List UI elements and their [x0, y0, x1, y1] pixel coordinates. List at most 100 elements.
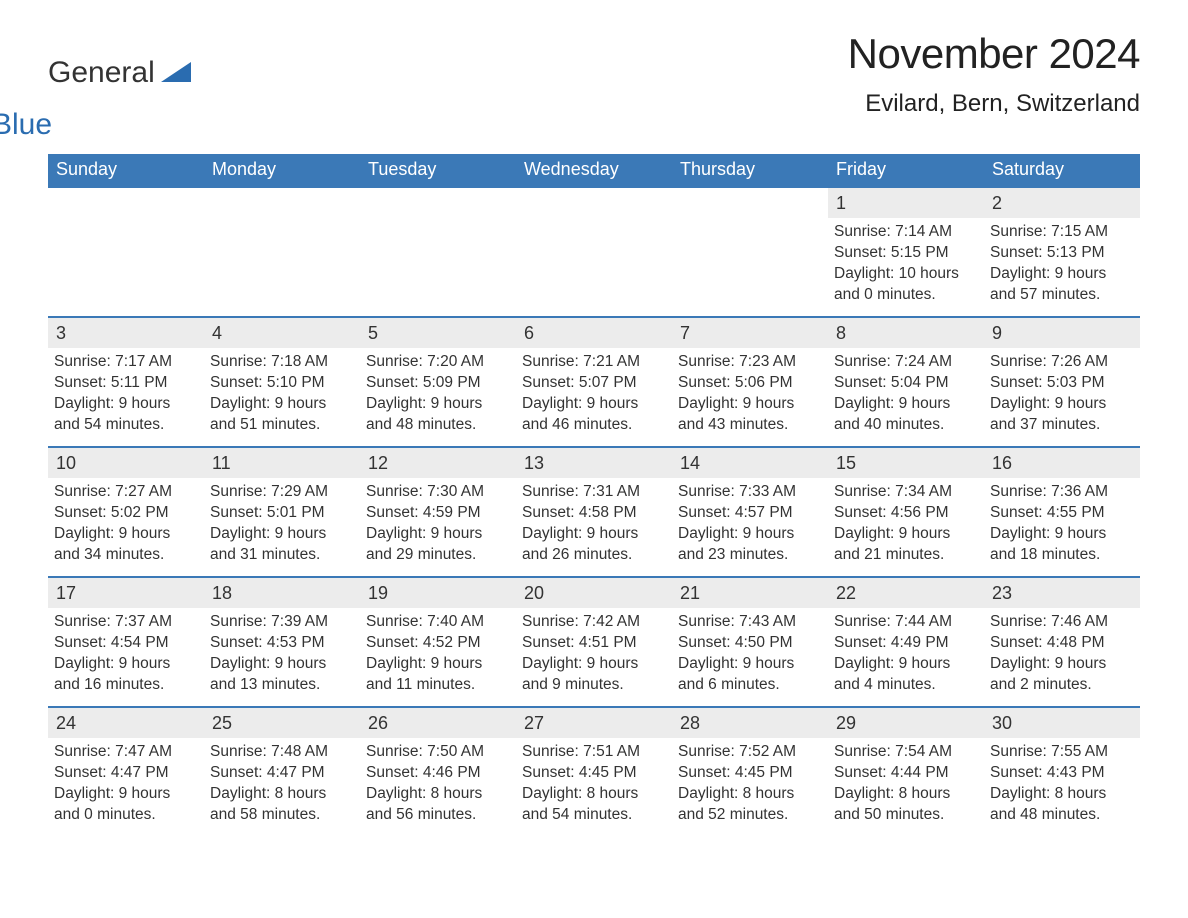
day-cell: 5Sunrise: 7:20 AMSunset: 5:09 PMDaylight… [360, 318, 516, 446]
daylight-line: and 51 minutes. [210, 415, 354, 436]
day-number: 18 [204, 578, 360, 608]
day-cell-empty [516, 188, 672, 316]
day-number: 24 [48, 708, 204, 738]
daylight-line: and 26 minutes. [522, 545, 666, 566]
daylight-line: Daylight: 9 hours [990, 264, 1134, 285]
day-number: 2 [984, 188, 1140, 218]
daylight-line: and 52 minutes. [678, 805, 822, 826]
daylight-line: Daylight: 9 hours [54, 524, 198, 545]
day-cell: 8Sunrise: 7:24 AMSunset: 5:04 PMDaylight… [828, 318, 984, 446]
day-cell: 13Sunrise: 7:31 AMSunset: 4:58 PMDayligh… [516, 448, 672, 576]
daylight-line: Daylight: 9 hours [366, 654, 510, 675]
daylight-line: and 0 minutes. [834, 285, 978, 306]
sunrise-line: Sunrise: 7:31 AM [522, 482, 666, 503]
daylight-line: and 9 minutes. [522, 675, 666, 696]
day-number: 28 [672, 708, 828, 738]
day-number: 3 [48, 318, 204, 348]
sunrise-line: Sunrise: 7:33 AM [678, 482, 822, 503]
week-row: 17Sunrise: 7:37 AMSunset: 4:54 PMDayligh… [48, 576, 1140, 706]
daylight-line: and 0 minutes. [54, 805, 198, 826]
day-cell: 24Sunrise: 7:47 AMSunset: 4:47 PMDayligh… [48, 708, 204, 836]
daylight-line: and 2 minutes. [990, 675, 1134, 696]
day-cell-empty [48, 188, 204, 316]
daylight-line: Daylight: 9 hours [522, 654, 666, 675]
logo-triangle-icon [161, 62, 191, 87]
day-cell: 2Sunrise: 7:15 AMSunset: 5:13 PMDaylight… [984, 188, 1140, 316]
page-subtitle: Evilard, Bern, Switzerland [848, 90, 1140, 118]
day-number: 19 [360, 578, 516, 608]
day-cell: 4Sunrise: 7:18 AMSunset: 5:10 PMDaylight… [204, 318, 360, 446]
sunset-line: Sunset: 4:43 PM [990, 763, 1134, 784]
daylight-line: Daylight: 9 hours [678, 524, 822, 545]
daylight-line: Daylight: 9 hours [210, 394, 354, 415]
page-title: November 2024 [848, 30, 1140, 78]
daylight-line: and 48 minutes. [366, 415, 510, 436]
daylight-line: Daylight: 8 hours [990, 784, 1134, 805]
day-cell: 27Sunrise: 7:51 AMSunset: 4:45 PMDayligh… [516, 708, 672, 836]
daylight-line: Daylight: 9 hours [54, 654, 198, 675]
sunrise-line: Sunrise: 7:48 AM [210, 742, 354, 763]
day-number: 29 [828, 708, 984, 738]
sunset-line: Sunset: 5:13 PM [990, 243, 1134, 264]
sunset-line: Sunset: 4:53 PM [210, 633, 354, 654]
sunrise-line: Sunrise: 7:21 AM [522, 352, 666, 373]
daylight-line: Daylight: 8 hours [210, 784, 354, 805]
sunrise-line: Sunrise: 7:50 AM [366, 742, 510, 763]
daylight-line: and 34 minutes. [54, 545, 198, 566]
sunset-line: Sunset: 4:45 PM [678, 763, 822, 784]
day-cell-empty [672, 188, 828, 316]
day-number: 8 [828, 318, 984, 348]
sunset-line: Sunset: 5:04 PM [834, 373, 978, 394]
day-cell: 26Sunrise: 7:50 AMSunset: 4:46 PMDayligh… [360, 708, 516, 836]
daylight-line: and 37 minutes. [990, 415, 1134, 436]
sunrise-line: Sunrise: 7:52 AM [678, 742, 822, 763]
daylight-line: Daylight: 9 hours [210, 654, 354, 675]
sunset-line: Sunset: 4:52 PM [366, 633, 510, 654]
day-number: 4 [204, 318, 360, 348]
day-number: 16 [984, 448, 1140, 478]
day-number: 13 [516, 448, 672, 478]
day-number: 23 [984, 578, 1140, 608]
daylight-line: and 54 minutes. [522, 805, 666, 826]
daylight-line: and 57 minutes. [990, 285, 1134, 306]
day-number: 20 [516, 578, 672, 608]
day-cell: 11Sunrise: 7:29 AMSunset: 5:01 PMDayligh… [204, 448, 360, 576]
daylight-line: and 54 minutes. [54, 415, 198, 436]
weekday-header: Thursday [672, 154, 828, 186]
logo-word-blue: Blue [0, 110, 52, 140]
daylight-line: and 4 minutes. [834, 675, 978, 696]
day-cell: 1Sunrise: 7:14 AMSunset: 5:15 PMDaylight… [828, 188, 984, 316]
day-cell: 15Sunrise: 7:34 AMSunset: 4:56 PMDayligh… [828, 448, 984, 576]
daylight-line: and 6 minutes. [678, 675, 822, 696]
daylight-line: and 43 minutes. [678, 415, 822, 436]
sunset-line: Sunset: 5:15 PM [834, 243, 978, 264]
week-row: 10Sunrise: 7:27 AMSunset: 5:02 PMDayligh… [48, 446, 1140, 576]
daylight-line: and 50 minutes. [834, 805, 978, 826]
sunrise-line: Sunrise: 7:44 AM [834, 612, 978, 633]
day-number: 26 [360, 708, 516, 738]
daylight-line: Daylight: 9 hours [54, 394, 198, 415]
day-cell: 10Sunrise: 7:27 AMSunset: 5:02 PMDayligh… [48, 448, 204, 576]
day-number: 12 [360, 448, 516, 478]
week-row: 1Sunrise: 7:14 AMSunset: 5:15 PMDaylight… [48, 186, 1140, 316]
day-cell: 6Sunrise: 7:21 AMSunset: 5:07 PMDaylight… [516, 318, 672, 446]
day-number: 17 [48, 578, 204, 608]
daylight-line: and 23 minutes. [678, 545, 822, 566]
sunrise-line: Sunrise: 7:54 AM [834, 742, 978, 763]
sunrise-line: Sunrise: 7:20 AM [366, 352, 510, 373]
daylight-line: Daylight: 8 hours [522, 784, 666, 805]
daylight-line: Daylight: 8 hours [678, 784, 822, 805]
sunrise-line: Sunrise: 7:30 AM [366, 482, 510, 503]
day-cell-empty [360, 188, 516, 316]
day-number: 11 [204, 448, 360, 478]
daylight-line: Daylight: 9 hours [990, 394, 1134, 415]
sunrise-line: Sunrise: 7:26 AM [990, 352, 1134, 373]
day-number: 6 [516, 318, 672, 348]
sunrise-line: Sunrise: 7:17 AM [54, 352, 198, 373]
logo: General Blue [48, 30, 191, 140]
weekday-header: Saturday [984, 154, 1140, 186]
week-row: 3Sunrise: 7:17 AMSunset: 5:11 PMDaylight… [48, 316, 1140, 446]
sunrise-line: Sunrise: 7:29 AM [210, 482, 354, 503]
daylight-line: Daylight: 8 hours [366, 784, 510, 805]
logo-word-general: General [48, 56, 155, 89]
